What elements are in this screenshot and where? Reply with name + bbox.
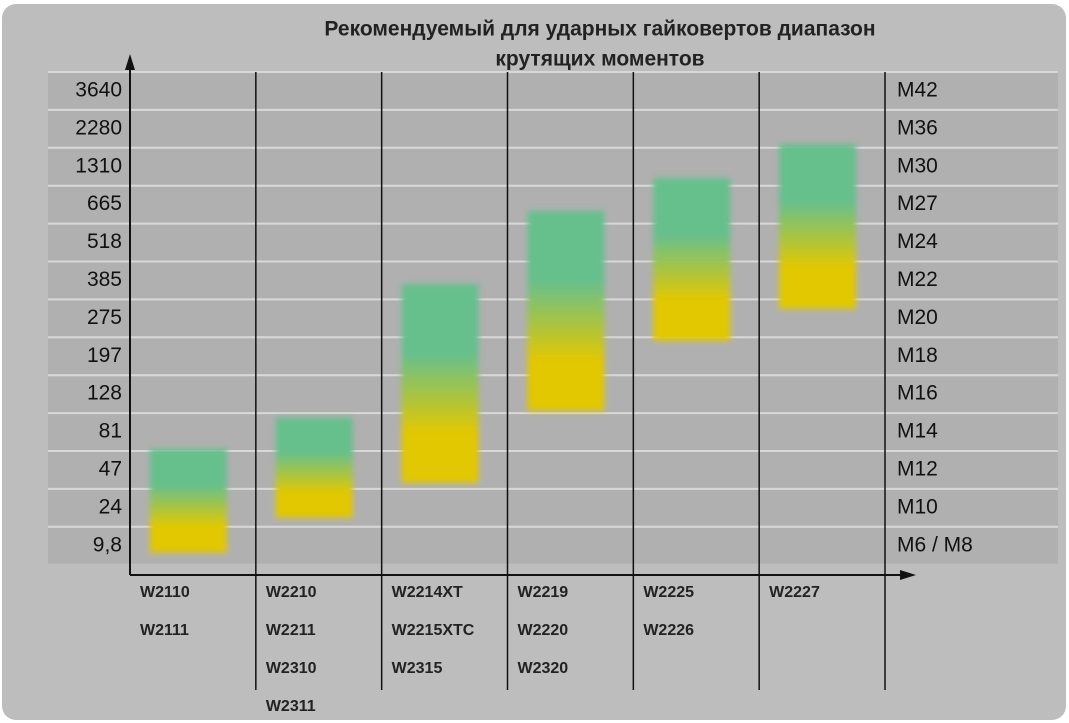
y-tick-label: 3640 <box>75 78 122 101</box>
y2-tick-label: M22 <box>897 268 938 291</box>
range-bar <box>527 210 605 411</box>
y2-tick-label: M30 <box>897 154 938 177</box>
range-bar <box>653 177 731 341</box>
x-tick-label: W2111 <box>140 622 189 639</box>
y-tick-label: 128 <box>87 382 122 405</box>
range-bar <box>150 448 227 553</box>
y2-tick-label: M42 <box>897 78 938 101</box>
x-tick-label: W2320 <box>518 660 569 677</box>
y-tick-label: 275 <box>87 306 122 329</box>
x-tick-label: W2227 <box>769 584 820 601</box>
y-tick-label: 81 <box>99 420 122 443</box>
x-axis-arrow <box>900 570 916 580</box>
x-tick-label: W2226 <box>643 622 694 639</box>
x-tick-label: W2214XT <box>392 584 463 601</box>
y-tick-label: 47 <box>99 457 122 480</box>
range-bar <box>779 144 857 309</box>
y-tick-label: 2280 <box>75 116 122 139</box>
range-bar <box>401 283 479 483</box>
x-tick-label: W2220 <box>518 622 569 639</box>
y2-tick-label: M16 <box>897 382 938 405</box>
x-tick-label: W2219 <box>518 584 569 601</box>
x-tick-label: W2225 <box>643 584 694 601</box>
x-tick-label: W2210 <box>266 584 317 601</box>
y2-tick-label: M12 <box>897 457 938 480</box>
y2-tick-label: M10 <box>897 495 938 518</box>
x-tick-label: W2310 <box>266 660 317 677</box>
y-tick-label: 518 <box>87 230 122 253</box>
y2-tick-label: M6 / M8 <box>897 533 973 556</box>
x-tick-label: W2311 <box>266 698 316 715</box>
y-tick-label: 9,8 <box>93 533 122 556</box>
x-tick-label: W2315 <box>392 660 443 677</box>
chart-title: крутящих моментов <box>495 48 704 71</box>
y2-tick-label: M24 <box>897 230 938 253</box>
x-tick-label: W2211 <box>266 622 316 639</box>
y2-tick-label: M20 <box>897 306 938 329</box>
x-tick-label: W2215XTC <box>392 622 475 639</box>
y-tick-label: 1310 <box>75 154 122 177</box>
x-tick-label: W2110 <box>140 584 190 601</box>
row-band <box>48 110 1058 147</box>
y2-tick-label: M14 <box>897 420 938 443</box>
y2-tick-label: M18 <box>897 344 938 367</box>
y2-tick-label: M36 <box>897 116 938 139</box>
range-bar <box>275 417 353 518</box>
y-tick-label: 24 <box>99 495 123 518</box>
row-band <box>48 148 1058 185</box>
y-tick-label: 197 <box>87 344 122 367</box>
row-band <box>48 414 1058 450</box>
y-tick-label: 665 <box>87 192 122 215</box>
chart-title: Рекомендуемый для ударных гайковертов ди… <box>324 18 875 41</box>
row-band <box>48 73 1058 109</box>
y-tick-label: 385 <box>87 268 122 291</box>
y-axis-arrow <box>125 54 135 70</box>
y2-tick-label: M27 <box>897 192 938 215</box>
